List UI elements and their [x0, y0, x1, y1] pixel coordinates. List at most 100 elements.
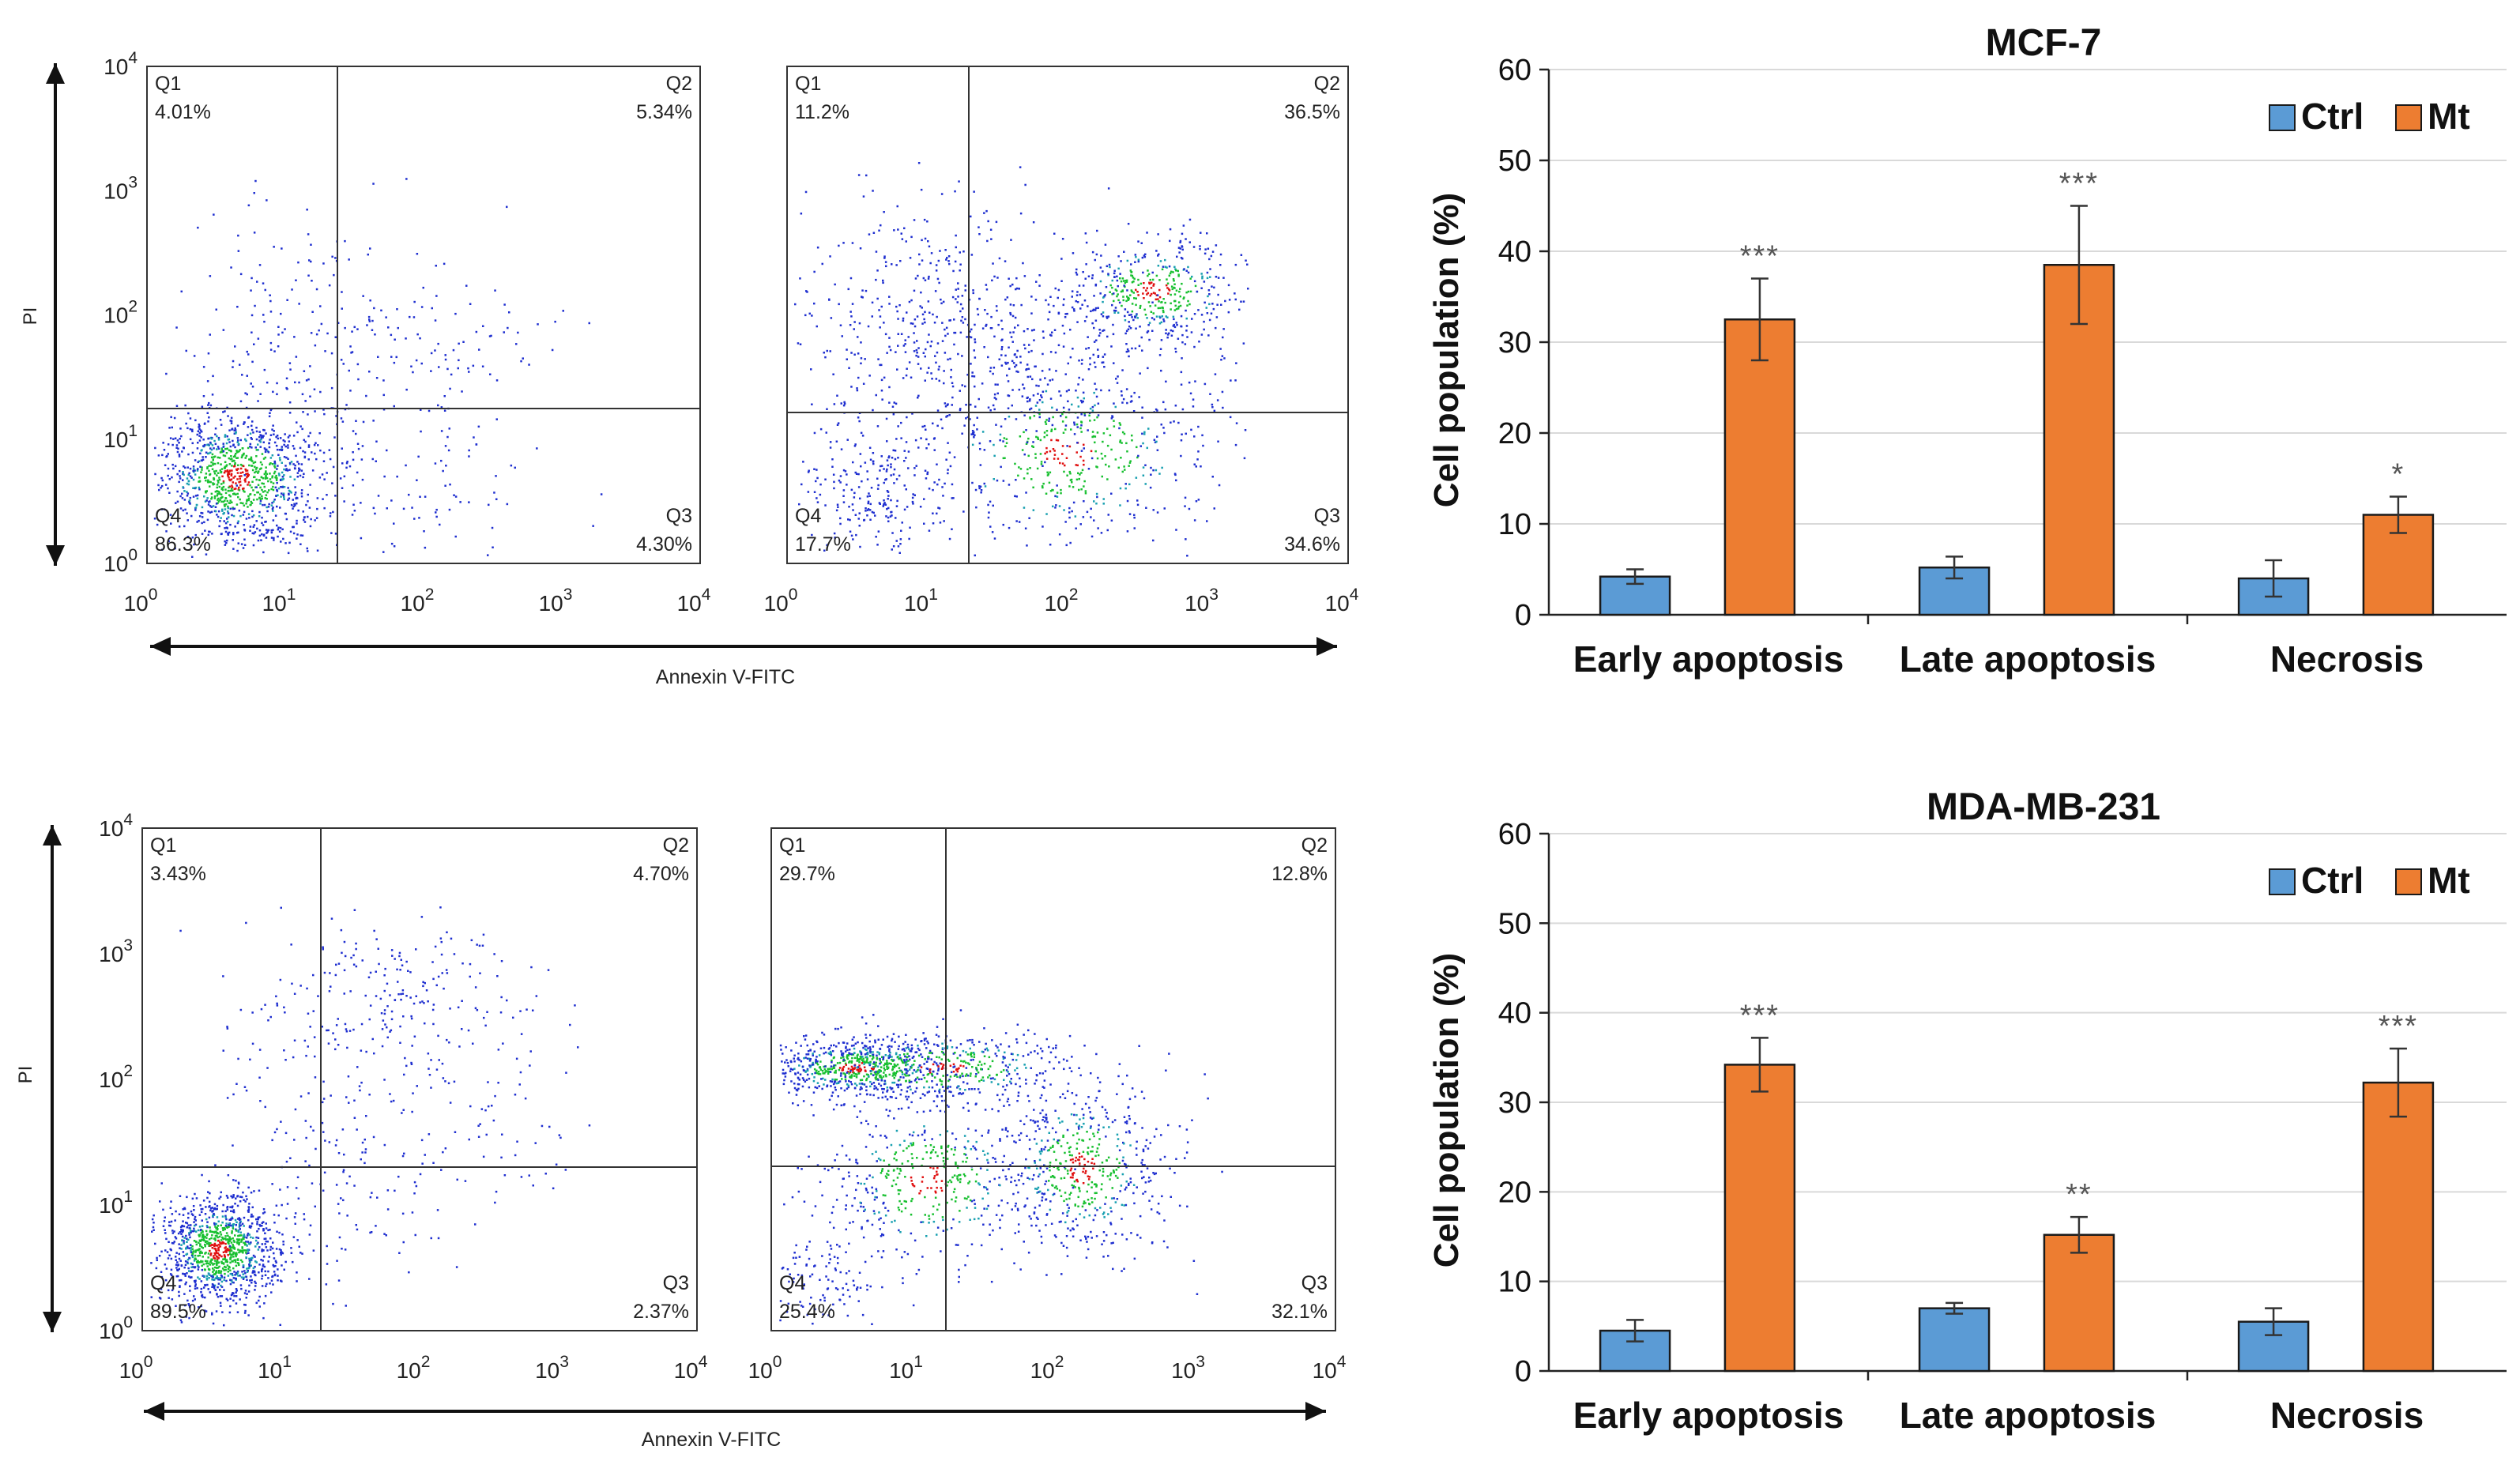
dot [345, 1028, 348, 1030]
dot [246, 375, 248, 377]
dot [243, 1241, 245, 1245]
dot [883, 255, 886, 258]
quadrant-label-q4: Q4 [150, 1272, 176, 1294]
dot [1059, 461, 1061, 465]
dot [261, 463, 263, 466]
dot [921, 239, 923, 242]
dot [247, 495, 250, 498]
dot [216, 1204, 219, 1207]
dot [1175, 269, 1177, 272]
dot [1034, 299, 1038, 301]
dot [397, 1175, 400, 1178]
dot [215, 1248, 217, 1252]
dot [1190, 428, 1192, 431]
dot [1007, 380, 1010, 382]
dot [238, 1182, 240, 1185]
y-tick-label: 100 [99, 1313, 133, 1343]
dot [1070, 478, 1073, 481]
dot [175, 502, 177, 504]
dot [160, 1288, 163, 1290]
dot [218, 476, 220, 479]
dot [299, 468, 301, 471]
dot [903, 227, 906, 230]
dot [884, 333, 887, 336]
dot [246, 476, 248, 479]
dot [924, 355, 926, 358]
dot [1058, 505, 1061, 507]
dot [1113, 420, 1115, 422]
dot [216, 1252, 218, 1254]
dot [831, 465, 834, 468]
dot [924, 1094, 926, 1097]
dot [227, 512, 230, 514]
dot [329, 515, 332, 518]
dot [910, 299, 913, 302]
dot [158, 1297, 161, 1299]
dot [227, 1267, 230, 1271]
dot [935, 378, 938, 380]
dot [853, 496, 856, 499]
dot [495, 1190, 498, 1193]
dot [869, 458, 872, 461]
dot [350, 352, 352, 354]
dot [852, 538, 854, 540]
dot [1094, 366, 1097, 368]
dot [1209, 276, 1211, 278]
dot [234, 446, 236, 449]
dot [1158, 473, 1161, 475]
dot [222, 454, 225, 457]
dot [236, 1195, 239, 1197]
dot [1221, 390, 1224, 394]
dot [193, 355, 196, 357]
dot [235, 1197, 237, 1199]
dot [211, 1244, 214, 1246]
dot [195, 1243, 198, 1246]
dot [262, 282, 265, 284]
dot [250, 1279, 253, 1282]
dot [250, 289, 252, 292]
dot [389, 1093, 391, 1095]
x-tick-label: 101 [258, 1353, 292, 1383]
dot [224, 499, 226, 502]
dot [913, 341, 916, 344]
dot [1193, 519, 1196, 522]
dot [1090, 450, 1093, 453]
dot [214, 510, 217, 513]
dot [344, 326, 346, 330]
dot [249, 525, 252, 528]
dot [1057, 312, 1060, 315]
dot [1126, 499, 1129, 503]
dot [1133, 391, 1136, 394]
dot [919, 1069, 921, 1071]
dot [1141, 406, 1143, 409]
dot [257, 539, 260, 542]
dot [1095, 395, 1098, 398]
dot [430, 352, 433, 355]
dot [524, 1097, 527, 1100]
dot [195, 503, 198, 507]
dot [330, 1094, 332, 1097]
dot [442, 1077, 445, 1079]
dot [1077, 405, 1080, 408]
dot [236, 441, 239, 443]
dot [337, 1279, 341, 1282]
dot [1054, 495, 1057, 498]
dot [1176, 255, 1178, 258]
dot [890, 474, 892, 476]
dot [371, 329, 374, 331]
dot [1216, 399, 1219, 401]
dot [182, 1220, 184, 1222]
dot [264, 477, 267, 480]
dot [1170, 421, 1172, 424]
dot [1193, 280, 1196, 283]
y-tick-label: 103 [99, 936, 133, 966]
dot [229, 450, 232, 452]
dot [244, 392, 247, 394]
dot [839, 324, 842, 326]
dot [218, 525, 220, 528]
dot [1091, 409, 1094, 412]
dot [173, 1230, 175, 1233]
dot [300, 492, 303, 495]
dot [897, 425, 899, 427]
dot [352, 451, 354, 454]
